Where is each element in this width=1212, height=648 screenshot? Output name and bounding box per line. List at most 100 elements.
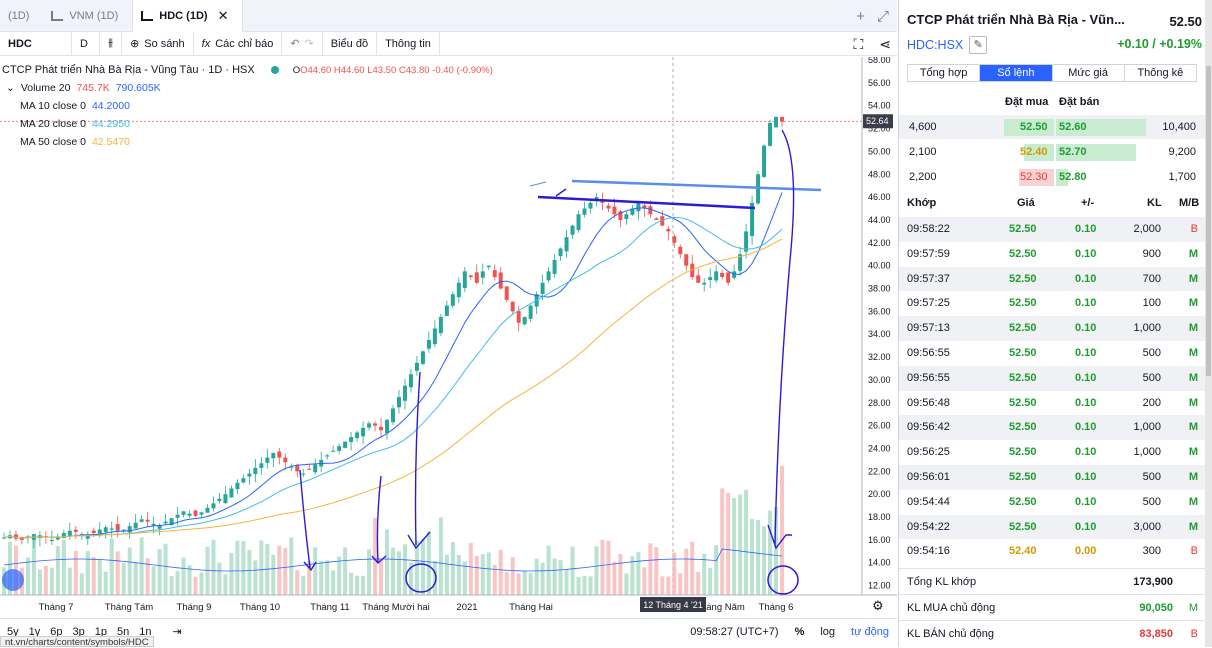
trade-row[interactable]: 09:56:42 52.50 0.10 1,000 M [899,415,1206,441]
price-tick-label: 26.00 [868,421,891,431]
trade-row[interactable]: 09:58:22 52.50 0.10 2,000 B [899,217,1206,242]
scrollbar-thumb[interactable] [1206,66,1211,376]
range-1n[interactable]: 1n [139,625,152,638]
tab-vnm[interactable]: VNM (1D) [43,0,132,32]
candle-body [73,529,78,532]
add-tab-icon[interactable]: + [856,8,865,25]
trade-volume: 500 [1142,495,1161,508]
close-icon[interactable]: ✕ [217,7,229,23]
candle-body [510,301,515,312]
expand-icon[interactable]: ⤢ [876,8,889,25]
candle-body [193,510,198,516]
trade-row[interactable]: 09:57:25 52.50 0.10 100 M [899,291,1206,316]
candle-body [420,351,425,364]
pencil-icon[interactable]: ✎ [969,36,988,54]
candle-body [313,464,318,473]
legend-title: CTCP Phát triển Nhà Bà Rịa - Vũng Tàu · … [2,64,255,76]
symbol-search[interactable]: HDC [0,31,72,56]
fullscreen-icon[interactable]: ⛶ [853,36,864,52]
price-chart[interactable]: 58.00 56.00 54.00 52.00 50.00 48.00 46.00 44.00… [0,57,897,617]
trade-row[interactable]: 09:56:48 52.50 0.10 200 M [899,391,1206,416]
status-url: nt.vn/charts/content/symbols/HDC [0,636,154,648]
last-price-tag [863,114,893,129]
trade-row[interactable]: 09:56:25 52.50 0.10 1,000 M [899,440,1206,465]
volume-bar [379,558,384,595]
tab-hdc[interactable]: HDC (1D) ✕ [132,0,244,32]
compare-button[interactable]: ⊕ So sánh [122,31,194,56]
price-tick-label: 44.00 [868,215,891,225]
candle-body [307,468,312,470]
volume-bar [432,560,437,595]
tab-orderbook[interactable]: Sổ lệnh [980,65,1053,81]
trade-row[interactable]: 09:56:01 52.50 0.10 500 M [899,464,1206,490]
trade-row[interactable]: 09:54:22 52.50 0.10 3,000 M [899,514,1206,540]
tab-summary[interactable]: Tổng hợp [908,65,981,81]
range-1y[interactable]: 1y [28,625,41,638]
volume-bar [702,553,707,595]
share-icon[interactable]: ⋖ [879,36,891,52]
trade-row[interactable]: 09:54:16 52.40 0.00 300 B [899,539,1206,564]
collapse-icon[interactable]: ⌄ [6,82,15,94]
range-5n[interactable]: 5n [117,625,130,638]
trade-row[interactable]: 09:54:44 52.50 0.10 500 M [899,490,1206,515]
trade-change: 0.10 [1075,495,1097,508]
indicators-button[interactable]: fx Các chỉ báo [194,31,283,56]
percent-toggle[interactable]: % [794,625,805,638]
price-tick-label: 52.00 [868,124,891,134]
trade-row[interactable]: 09:56:55 52.50 0.10 500 M [899,341,1206,366]
trade-price: 52.50 [1009,223,1037,235]
log-toggle[interactable]: log [820,625,836,638]
info-button[interactable]: Thông tin [377,31,440,56]
clock-time[interactable]: 09:58:27 (UTC+7) [690,625,779,638]
orderbook-row[interactable]: 2,200 52.30 52.80 1,700 [899,165,1206,189]
price-tick-label: 50.00 [868,146,891,156]
auto-toggle[interactable]: tự động [851,625,889,638]
volume-bar [576,576,581,595]
candle-body [253,467,258,475]
tab-price-level[interactable]: Mức giá [1053,65,1125,81]
candle-body [684,254,689,266]
interval-button[interactable]: D [72,31,100,56]
candle-body [223,494,228,504]
trade-row[interactable]: 09:57:13 52.50 0.10 1,000 M [899,316,1206,341]
volume-bar [181,557,186,595]
candle-body [408,374,413,388]
candle-body [456,282,461,298]
chart-type-button[interactable]: Biểu đồ [323,31,378,56]
trade-volume: 500 [1142,470,1161,483]
chart-icon [141,10,154,21]
range-1p[interactable]: 1p [94,625,107,638]
range-5y[interactable]: 5y [7,625,19,638]
company-name: CTCP Phát triển Nhà Bà Rịa - Vũn... [907,12,1125,27]
orderbook-row[interactable]: 2,100 52.40 52.70 9,200 [899,140,1206,164]
undo-icon[interactable]: ↶ [290,38,300,50]
sell-depth-bar [1056,144,1136,161]
volume-bar [91,557,96,595]
gear-icon[interactable]: ⚙ [872,598,884,613]
col-time: Khớp [907,197,937,209]
tab-statistics[interactable]: Thống kê [1137,67,1184,79]
time-tick-label: Tháng Tám [105,602,153,613]
tab-1[interactable]: (1D) [0,0,43,32]
trade-price: 52.50 [1009,421,1037,434]
range-6p[interactable]: 6p [50,625,63,638]
trade-row[interactable]: 09:57:37 52.50 0.10 700 M [899,266,1206,292]
volume-bar [145,558,150,595]
date-range-icon[interactable]: ⇥ [172,626,182,638]
candle-body [624,214,629,220]
orderbook-row[interactable]: 4,600 52.50 52.60 10,400 [899,115,1206,139]
trade-row[interactable]: 09:56:55 52.50 0.10 500 M [899,365,1206,391]
candle-type-button[interactable]: ⫵ [100,31,123,56]
range-3p[interactable]: 3p [72,625,85,638]
time-tick-label: Tháng 11 [310,602,349,613]
redo-icon[interactable]: ↷ [304,38,314,50]
candle-body [678,246,683,255]
trade-row[interactable]: 09:57:59 52.50 0.10 900 M [899,242,1206,267]
candle-body [672,236,677,243]
price-tick-label: 36.00 [868,306,891,316]
trade-change: 0.10 [1075,396,1097,409]
trade-volume: 2,000 [1133,223,1161,235]
candle-body [462,271,467,288]
panel-symbol[interactable]: HDC:HSX [907,38,964,52]
candle-body [660,216,665,226]
